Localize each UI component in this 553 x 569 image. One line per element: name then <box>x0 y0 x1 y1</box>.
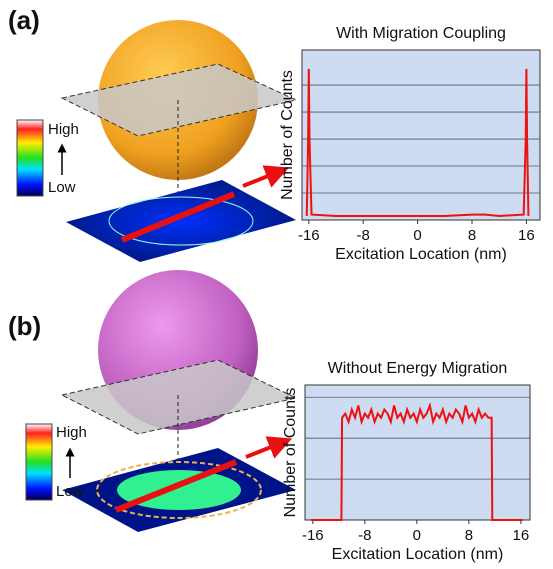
page: (a) High Low (b) High Low -16 -8 0 8 16 With … <box>0 0 553 569</box>
x-tick-label: 16 <box>518 227 535 244</box>
x-axis-label: Excitation Location (nm) <box>335 246 507 263</box>
x-tick-label: -8 <box>358 527 371 544</box>
x-axis-label: Excitation Location (nm) <box>332 546 504 563</box>
colorbar-low: Low <box>48 179 76 196</box>
colorbar-high: High <box>48 121 79 138</box>
panel-label: (b) <box>8 311 41 341</box>
x-tick-label: 0 <box>413 527 421 544</box>
colorbar <box>17 120 43 196</box>
chart-title: With Migration Coupling <box>336 25 506 42</box>
x-tick-label: 8 <box>468 227 476 244</box>
x-tick-label: 16 <box>513 527 530 544</box>
cut-plane <box>62 64 296 136</box>
panel-label: (a) <box>8 5 40 35</box>
plot-area <box>302 50 540 220</box>
slice <box>66 180 296 262</box>
y-axis-label: Number of Counts <box>282 388 299 518</box>
cut-plane <box>62 360 296 434</box>
chart-title: Without Energy Migration <box>328 360 508 377</box>
y-axis-label: Number of Counts <box>279 70 296 200</box>
x-tick-label: -8 <box>357 227 370 244</box>
colorbar-high: High <box>56 424 87 441</box>
colorbar-low: Low <box>56 483 84 500</box>
x-tick-label: -16 <box>298 227 320 244</box>
arrow <box>243 172 278 186</box>
plot-area <box>305 385 530 520</box>
colorbar <box>26 424 52 500</box>
x-tick-label: 8 <box>465 527 473 544</box>
x-tick-label: 0 <box>413 227 421 244</box>
x-tick-label: -16 <box>302 527 324 544</box>
figure: (a) High Low (b) High Low -16 -8 0 8 16 With … <box>0 0 553 569</box>
arrow <box>246 443 281 457</box>
